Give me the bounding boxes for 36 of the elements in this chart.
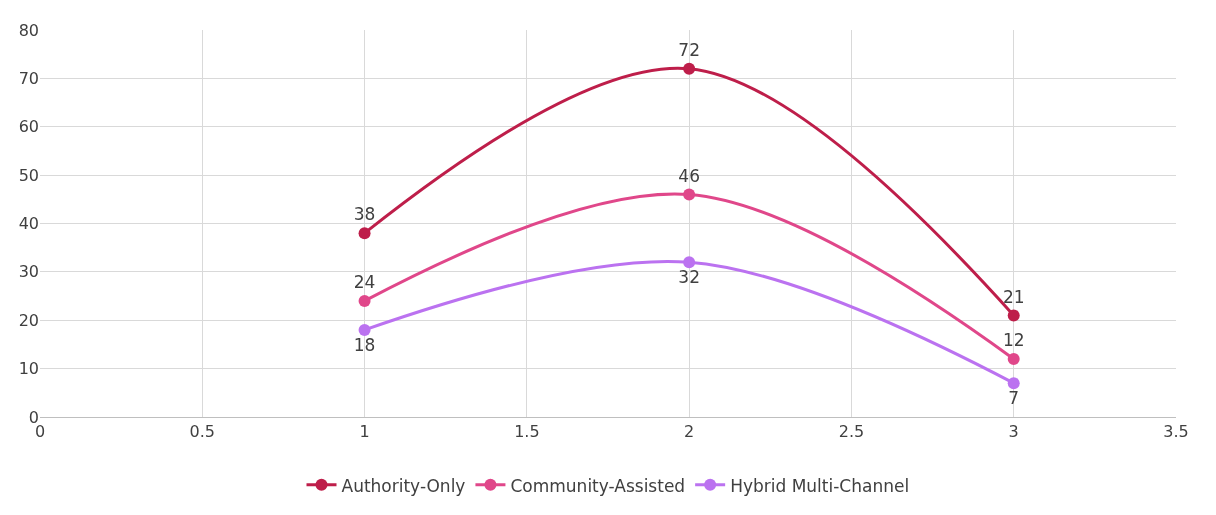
y-tick-label: 20 bbox=[18, 310, 39, 330]
y-tick-label: 10 bbox=[18, 359, 39, 379]
x-tick-label: 2 bbox=[684, 422, 695, 442]
point bbox=[683, 256, 696, 269]
y-tick-label: 30 bbox=[18, 262, 39, 282]
data-label: 46 bbox=[678, 165, 700, 186]
data-label: 7 bbox=[1008, 388, 1020, 409]
point bbox=[1007, 352, 1020, 365]
data-label: 18 bbox=[353, 335, 376, 356]
point bbox=[683, 188, 696, 201]
x-tick-label: 2.5 bbox=[838, 422, 865, 442]
x-tick-label: 1 bbox=[359, 422, 370, 442]
point bbox=[683, 62, 696, 75]
x-tick-label: 0.5 bbox=[189, 422, 216, 442]
y-tick-label: 70 bbox=[18, 68, 39, 88]
x-tick-label: 1.5 bbox=[514, 422, 540, 442]
point bbox=[358, 294, 371, 307]
data-label: 72 bbox=[678, 39, 700, 60]
point bbox=[1007, 309, 1020, 322]
data-label: 32 bbox=[678, 267, 700, 288]
point bbox=[358, 323, 371, 336]
legend-label: Hybrid Multi-Channel bbox=[730, 475, 910, 496]
y-tick-label: 40 bbox=[18, 214, 39, 234]
point bbox=[1007, 377, 1020, 390]
legend-label: Authority-Only bbox=[341, 475, 466, 496]
y-tick-label: 50 bbox=[18, 165, 39, 185]
data-label: 21 bbox=[1002, 286, 1025, 307]
data-label: 38 bbox=[353, 204, 376, 225]
x-tick-label: 3.5 bbox=[1163, 422, 1189, 442]
y-tick-label: 60 bbox=[18, 117, 39, 137]
legend-label: Community-Assisted bbox=[510, 475, 686, 496]
x-tick-label: 3 bbox=[1008, 422, 1019, 442]
data-label: 24 bbox=[353, 272, 376, 293]
data-label: 12 bbox=[1002, 330, 1025, 351]
y-tick-label: 80 bbox=[18, 20, 39, 40]
point bbox=[358, 227, 371, 240]
